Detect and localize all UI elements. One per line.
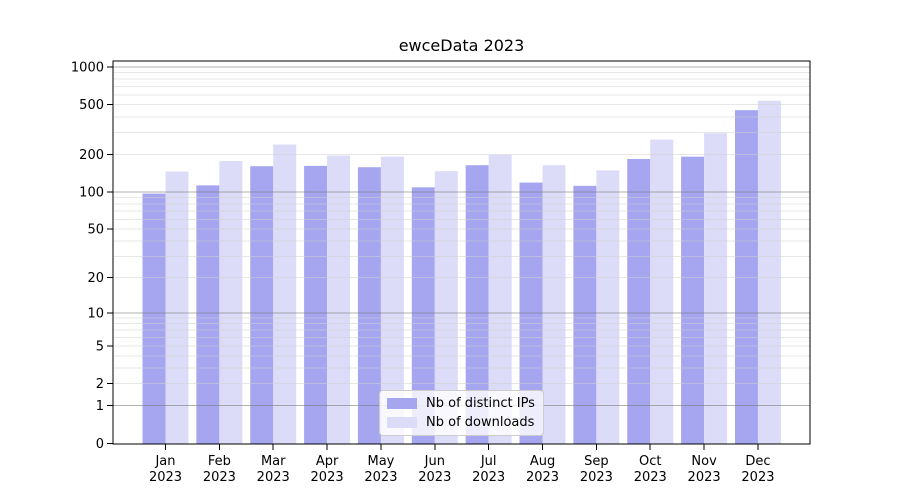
legend-label-distinct-ips: Nb of distinct IPs (426, 396, 535, 411)
y-tick-label: 1000 (71, 60, 104, 75)
bar-distinct-ips (196, 185, 220, 444)
y-tick-label: 200 (79, 148, 104, 163)
x-tick-label: Mar 2023 (257, 454, 290, 485)
x-tick-label: Jul 2023 (472, 454, 505, 485)
x-tick-label: May 2023 (364, 454, 397, 485)
y-tick-label: 1 (96, 399, 104, 414)
bar-downloads (327, 155, 351, 444)
legend-item-downloads: Nb of downloads (387, 415, 539, 430)
y-tick-label: 500 (79, 98, 104, 113)
bar-downloads (380, 156, 404, 445)
axes-frame (112, 60, 811, 445)
bar-distinct-ips (573, 185, 597, 444)
x-tick-label: Jun 2023 (418, 454, 451, 485)
bar-downloads (273, 144, 297, 444)
bar-downloads (434, 171, 458, 445)
bar-distinct-ips (465, 165, 489, 445)
legend: Nb of distinct IPs Nb of downloads (379, 390, 544, 436)
y-tick-label: 0 (96, 437, 104, 452)
chart-title: ewceData 2023 (398, 36, 525, 55)
x-tick-label: Nov 2023 (688, 454, 721, 485)
legend-item-distinct-ips: Nb of distinct IPs (387, 396, 539, 411)
x-tick-label: Jan 2023 (149, 454, 182, 485)
y-tick-label: 10 (87, 306, 104, 321)
bar-downloads (757, 100, 781, 444)
x-tick-label: Apr 2023 (311, 454, 344, 485)
legend-swatch-downloads (387, 417, 417, 428)
x-tick-label: Sep 2023 (580, 454, 613, 485)
bar-distinct-ips (142, 193, 166, 444)
y-tick-label: 2 (96, 377, 104, 392)
y-tick-label: 20 (87, 271, 104, 286)
x-tick-label: Oct 2023 (634, 454, 667, 485)
bar-distinct-ips (357, 167, 381, 444)
x-tick-label: Dec 2023 (741, 454, 774, 485)
bar-distinct-ips (681, 156, 705, 445)
x-tick-label: Aug 2023 (526, 454, 559, 485)
legend-label-downloads: Nb of downloads (426, 415, 535, 430)
bar-downloads (219, 161, 243, 444)
y-tick-label: 5 (96, 339, 104, 354)
y-tick-label: 100 (79, 185, 104, 200)
bar-distinct-ips (627, 158, 651, 444)
bar-downloads (650, 139, 674, 444)
bar-downloads (542, 165, 566, 445)
bar-distinct-ips (250, 166, 274, 444)
bar-downloads (165, 171, 189, 444)
y-tick-label: 50 (87, 223, 104, 238)
legend-swatch-distinct-ips (387, 398, 417, 409)
bar-distinct-ips (411, 187, 435, 444)
bar-downloads (704, 133, 728, 444)
bar-distinct-ips (304, 165, 328, 444)
bar-downloads (596, 170, 620, 444)
bar-downloads (488, 154, 512, 444)
x-tick-label: Feb 2023 (203, 454, 236, 485)
